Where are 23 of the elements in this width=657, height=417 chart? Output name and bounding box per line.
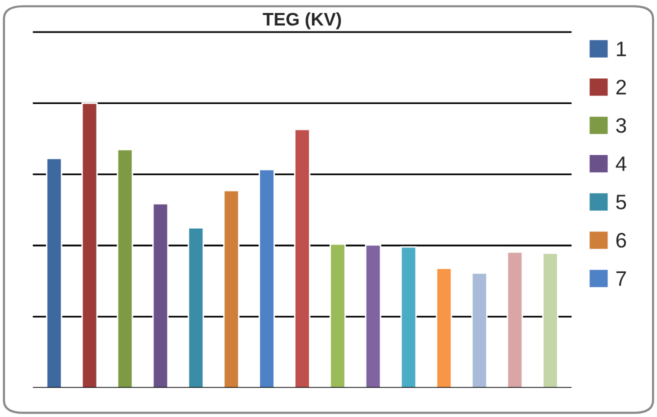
- bar: [471, 272, 488, 388]
- bar: [400, 246, 417, 388]
- bar: [364, 244, 382, 388]
- bar: [46, 158, 62, 388]
- bar: [81, 102, 98, 388]
- bar: [506, 251, 524, 388]
- bar: [436, 268, 452, 388]
- legend-label: 2: [616, 80, 626, 94]
- legend-label: 5: [616, 194, 626, 210]
- legend-label: 6: [616, 232, 626, 248]
- bar: [542, 252, 558, 388]
- bar: [152, 202, 169, 388]
- chart-title: TEG (KV): [262, 12, 341, 30]
- legend-label: 7: [616, 271, 626, 286]
- legend-label: 1: [616, 42, 626, 56]
- bar: [258, 168, 275, 388]
- bar: [294, 128, 310, 388]
- legend-label: 3: [616, 118, 626, 133]
- bar: [330, 243, 346, 388]
- bar: [223, 190, 240, 388]
- legend-label: 4: [616, 156, 626, 171]
- bar: [188, 227, 204, 388]
- bar: [116, 148, 134, 388]
